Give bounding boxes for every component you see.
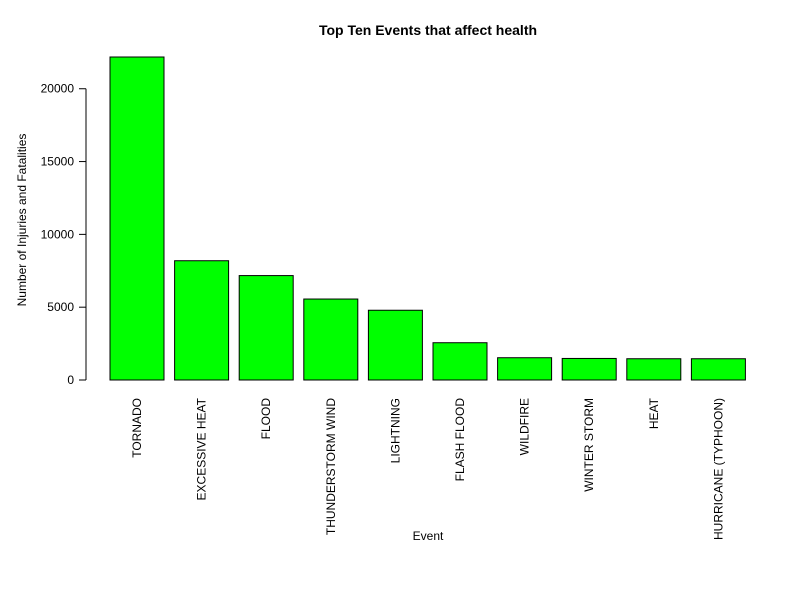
x-tick-label: FLASH FLOOD [453, 398, 467, 482]
bar [561, 357, 617, 381]
x-tick-label: HURRICANE (TYPHOON) [711, 398, 725, 540]
x-tick-label: LIGHTNING [388, 398, 402, 463]
x-tick-label: TORNADO [130, 398, 144, 458]
bar [109, 56, 165, 381]
bar [626, 358, 682, 381]
x-tick-label: EXCESSIVE HEAT [195, 397, 209, 500]
y-axis-label: Number of Injuries and Fatalities [15, 134, 29, 307]
bar [690, 358, 746, 381]
x-tick-label: FLOOD [259, 398, 273, 440]
bar [367, 309, 423, 381]
bars-group [109, 56, 746, 381]
x-axis-label: Event [413, 529, 444, 543]
category-labels: TORNADO EXCESSIVE HEAT FLOOD THUNDERSTORM W… [130, 397, 725, 540]
bar [174, 260, 230, 381]
x-tick-label: THUNDERSTORM WIND [324, 398, 338, 535]
bar [303, 298, 359, 381]
bar [432, 342, 488, 381]
x-tick-label: WINTER STORM [582, 398, 596, 492]
chart-title: Top Ten Events that affect health [319, 22, 537, 38]
y-axis: 0 5000 10000 15000 20000 [41, 82, 87, 387]
y-tick-label: 0 [67, 373, 74, 387]
y-tick-label: 20000 [41, 82, 75, 96]
bar [497, 357, 553, 381]
x-tick-label: HEAT [647, 397, 661, 429]
y-tick-label: 15000 [41, 155, 75, 169]
x-tick-label: WILDFIRE [518, 398, 532, 455]
y-tick-label: 5000 [47, 300, 74, 314]
bar [238, 275, 294, 381]
y-tick-label: 10000 [41, 227, 75, 241]
